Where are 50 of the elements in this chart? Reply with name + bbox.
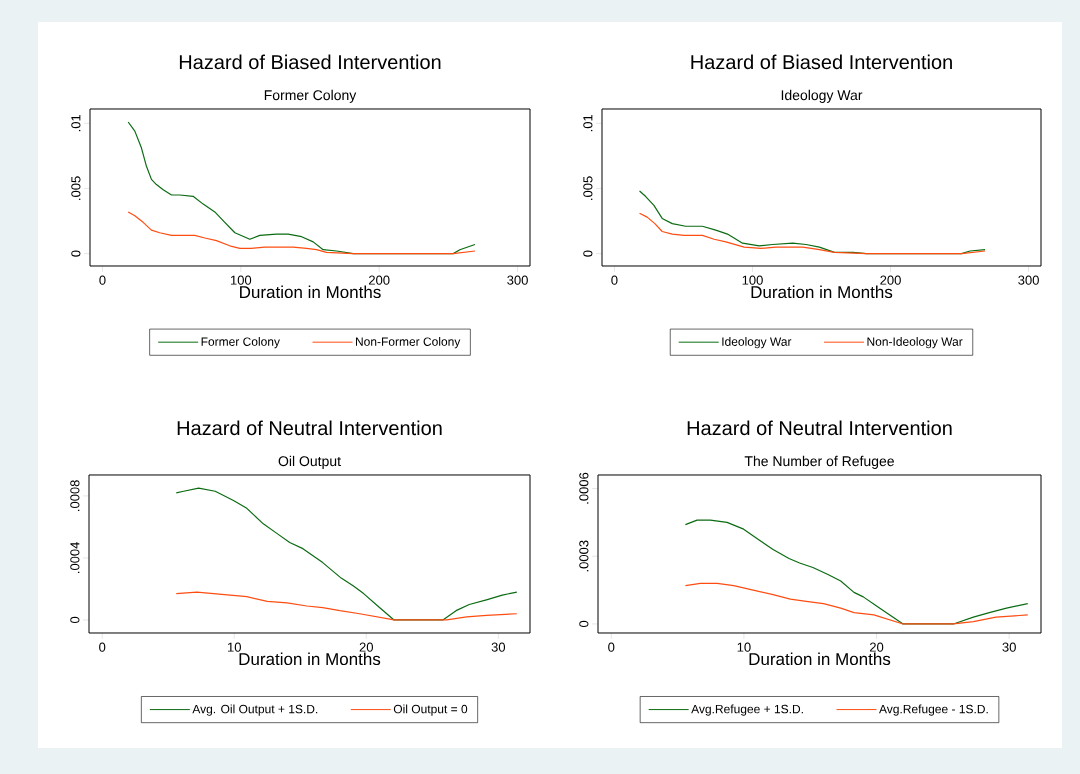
x-tick-label: 0 <box>608 642 615 652</box>
y-tick-label: 0 <box>70 616 80 624</box>
x-tick-label: 0 <box>611 275 618 285</box>
y-tick-label: .01 <box>71 114 81 132</box>
x-tick-label: 300 <box>1018 275 1039 285</box>
y-tick-label: 0 <box>583 250 593 257</box>
x-tick-label: 200 <box>880 275 901 285</box>
legend-label: Oil Output = 0 <box>393 704 468 716</box>
y-tick-label: .0006 <box>579 472 589 504</box>
x-tick-label: 20 <box>359 642 374 652</box>
legend-label: Avg. Oil Output + 1S.D. <box>192 704 318 716</box>
chart-subtitle: The Number of Refugee <box>744 455 894 469</box>
x-tick-label: 200 <box>369 275 390 285</box>
x-tick-label: 30 <box>1002 642 1016 652</box>
chart-title: Hazard of Neutral Intervention <box>687 420 952 436</box>
chart-subtitle: Oil Output <box>278 455 341 469</box>
y-tick-label: .01 <box>583 114 593 132</box>
chart-subtitle: Ideology War <box>781 89 863 103</box>
line-series <box>684 582 1029 625</box>
y-tick-label: .005 <box>71 176 81 200</box>
legend-label: Avg.Refugee + 1S.D. <box>691 704 803 716</box>
x-axis-title: Duration in Months <box>239 652 381 666</box>
y-tick-label: 0 <box>579 620 589 628</box>
y-tick-label: .0003 <box>579 540 589 572</box>
legend-label: Avg.Refugee - 1S.D. <box>879 704 988 716</box>
legend-label: Non-Former Colony <box>355 337 461 349</box>
legend-label: Ideology War <box>722 337 792 349</box>
chart-title: Hazard of Biased Intervention <box>179 54 441 70</box>
legend-label: Non-Ideology War <box>867 337 963 349</box>
chart-title: Hazard of Biased Intervention <box>691 54 952 70</box>
y-tick-label: .005 <box>583 176 593 200</box>
x-tick-label: 0 <box>99 275 106 285</box>
line-series <box>638 212 986 255</box>
x-tick-label: 100 <box>230 275 252 285</box>
x-axis-title: Duration in Months <box>751 285 893 299</box>
x-axis-title: Duration in Months <box>240 285 381 299</box>
y-tick-label: 0 <box>71 250 81 257</box>
y-tick-label: .0008 <box>70 480 80 511</box>
x-tick-label: 0 <box>99 642 106 652</box>
x-tick-label: 20 <box>869 642 884 652</box>
x-tick-label: 30 <box>491 642 506 652</box>
chart-subtitle: Former Colony <box>264 89 357 103</box>
x-tick-label: 10 <box>737 642 751 652</box>
y-tick-label: .0004 <box>70 542 80 574</box>
x-tick-label: 10 <box>228 642 241 652</box>
chart-title: Hazard of Neutral Intervention <box>177 420 442 436</box>
legend-label: Former Colony <box>201 337 280 349</box>
x-tick-label: 100 <box>742 275 763 285</box>
x-axis-title: Duration in Months <box>749 652 891 666</box>
x-tick-label: 300 <box>507 275 528 285</box>
